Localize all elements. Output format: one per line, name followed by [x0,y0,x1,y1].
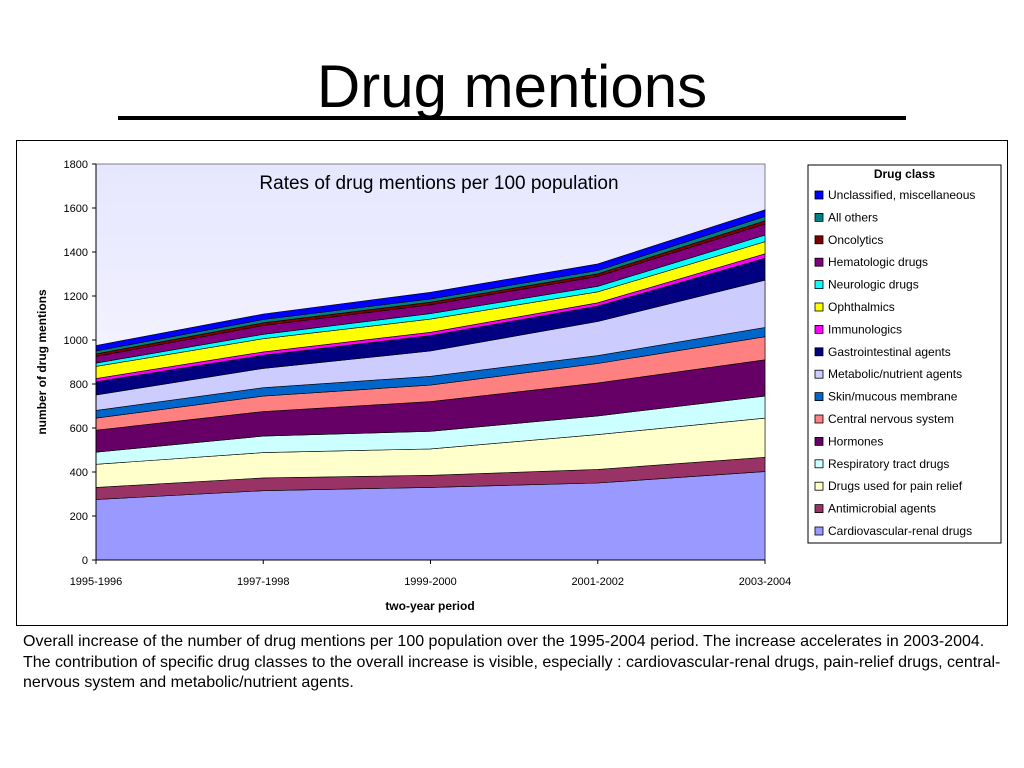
caption-line: The contribution of specific drug classe… [23,653,1001,692]
y-tick-label: 800 [70,379,88,391]
legend-label: Skin/mucous membrane [828,390,958,404]
legend-label: Hematologic drugs [828,255,928,269]
caption-line: Overall increase of the number of drug m… [23,633,985,650]
legend-box [807,164,1002,544]
y-tick-label: 400 [70,467,88,479]
x-tick-label: 1997-1998 [237,576,290,588]
legend-swatch [814,392,824,402]
legend-label: Central nervous system [828,412,954,426]
legend-swatch [814,213,824,222]
title-underline [118,116,906,120]
legend-label: Immunologics [828,322,902,336]
legend-swatch [814,280,824,290]
legend-label: Antimicrobial agents [828,502,936,516]
legend-swatch [814,436,824,446]
x-tick-label: 1995-1996 [70,576,123,588]
chart-frame: 0 200 400 600 800 1000 1200 1400 1600 1800 1995-19… [16,140,1008,626]
legend-label: Oncolytics [828,233,883,247]
legend-swatch [814,459,824,469]
legend-swatch [814,324,824,334]
legend-swatch [814,257,824,267]
x-tick-label: 2003-2004 [739,576,792,588]
legend-title: Drug class [874,167,936,181]
legend-label: All others [828,210,878,224]
legend-swatch [814,347,824,357]
legend-swatch [814,504,824,514]
legend-label: Respiratory tract drugs [828,457,949,471]
y-tick-label: 200 [70,511,88,523]
legend-swatch [814,526,824,536]
legend-label: Drugs used for pain relief [828,479,963,493]
slide-caption: Overall increase of the number of drug m… [23,632,1008,694]
slide-title: Drug mentions [316,53,708,120]
legend-swatch [814,235,824,245]
y-tick-label: 0 [82,555,88,567]
legend-label: Cardiovascular-renal drugs [828,524,972,538]
y-tick-label: 1800 [64,159,88,171]
legend-swatch [814,481,824,491]
legend-swatch [814,190,824,200]
legend-label: Gastrointestinal agents [828,345,951,359]
x-tick-label: 1999-2000 [404,576,457,588]
legend-label: Neurologic drugs [828,278,919,292]
legend-label: Unclassified, miscellaneous [828,188,975,202]
y-tick-label: 600 [70,423,88,435]
y-tick-label: 1000 [64,335,88,347]
legend-swatch [814,369,824,379]
y-tick-label: 1600 [64,203,88,215]
area-series-16 [95,209,766,352]
y-tick-label: 1400 [64,247,88,259]
stacked-area-chart: 0 200 400 600 800 1000 1200 1400 1600 1800 1995-19… [35,159,1002,613]
x-tick-label: 2001-2002 [571,576,624,588]
legend-label: Hormones [828,434,883,448]
legend-label: Ophthalmics [828,300,895,314]
x-axis-label: two-year period [385,599,474,613]
y-tick-label: 1200 [64,291,88,303]
legend-swatch [814,302,824,312]
y-axis-label: number of drug mentions [35,289,49,435]
chart-title: Rates of drug mentions per 100 populatio… [259,173,618,194]
legend-label: Metabolic/nutrient agents [828,367,962,381]
legend-swatch [814,414,824,424]
